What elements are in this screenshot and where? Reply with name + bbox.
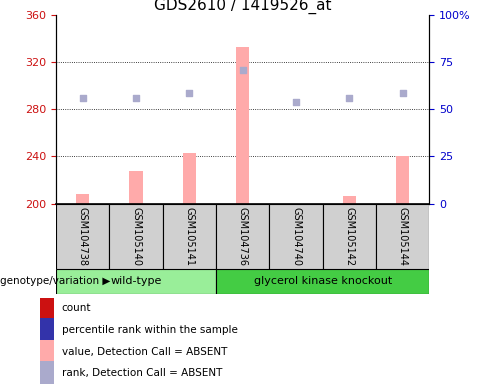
- Bar: [376, 204, 429, 269]
- Bar: [40, 318, 54, 342]
- Point: [185, 89, 193, 96]
- Bar: [396, 157, 409, 204]
- Bar: [40, 361, 54, 384]
- Bar: [40, 296, 54, 321]
- Text: GSM104740: GSM104740: [291, 207, 301, 266]
- Bar: [40, 339, 54, 364]
- Bar: [236, 47, 249, 204]
- Bar: [56, 204, 109, 269]
- Point: [239, 67, 247, 73]
- Title: GDS2610 / 1419526_at: GDS2610 / 1419526_at: [154, 0, 331, 14]
- Bar: [343, 197, 356, 204]
- Bar: [216, 204, 269, 269]
- Point: [292, 99, 300, 105]
- Bar: [269, 204, 323, 269]
- Bar: [323, 204, 376, 269]
- Text: GSM104738: GSM104738: [78, 207, 88, 266]
- Text: percentile rank within the sample: percentile rank within the sample: [61, 325, 238, 335]
- Text: GSM104736: GSM104736: [238, 207, 248, 266]
- Bar: [129, 170, 143, 204]
- Text: count: count: [61, 303, 91, 313]
- Text: wild-type: wild-type: [110, 276, 162, 286]
- Point: [399, 89, 407, 96]
- Text: GSM105140: GSM105140: [131, 207, 141, 266]
- Text: value, Detection Call = ABSENT: value, Detection Call = ABSENT: [61, 347, 227, 357]
- Point: [346, 95, 353, 101]
- Point: [132, 95, 140, 101]
- Text: glycerol kinase knockout: glycerol kinase knockout: [254, 276, 392, 286]
- Text: GSM105144: GSM105144: [398, 207, 408, 266]
- Bar: [56, 269, 216, 294]
- Bar: [216, 269, 429, 294]
- Text: GSM105142: GSM105142: [345, 207, 354, 266]
- Bar: [163, 204, 216, 269]
- Point: [79, 95, 87, 101]
- Bar: [109, 204, 163, 269]
- Text: rank, Detection Call = ABSENT: rank, Detection Call = ABSENT: [61, 368, 222, 378]
- Bar: [183, 153, 196, 204]
- Text: GSM105141: GSM105141: [184, 207, 194, 266]
- Text: genotype/variation ▶: genotype/variation ▶: [0, 276, 110, 286]
- Bar: [76, 194, 89, 204]
